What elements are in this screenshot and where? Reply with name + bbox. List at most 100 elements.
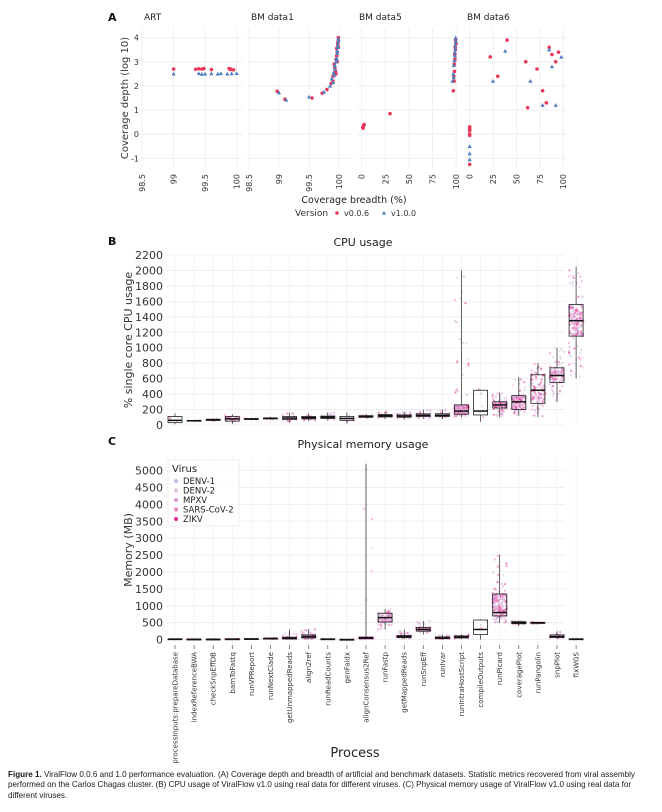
- data-point: [568, 345, 571, 348]
- data-point: [283, 632, 286, 635]
- legend-label-ZIKV: ZIKV: [183, 515, 203, 525]
- data-point-v0.0.6: [553, 59, 558, 64]
- category-label: genFaidx: [343, 652, 351, 683]
- data-point-v1.0.0: [218, 71, 224, 76]
- data-point: [548, 352, 551, 355]
- data-point: [531, 384, 534, 387]
- data-point: [558, 390, 562, 393]
- data-point-v1.0.0: [559, 54, 564, 59]
- data-point-v0.0.6: [535, 67, 539, 71]
- data-point: [493, 608, 496, 611]
- facet-xtick-label: 50: [512, 174, 521, 184]
- data-point: [579, 352, 582, 355]
- data-point: [439, 409, 442, 412]
- data-point: [464, 302, 467, 305]
- category-label: runIntraHostScript: [458, 652, 466, 717]
- data-point: [497, 605, 500, 608]
- category-label: getMappedReads: [401, 652, 409, 713]
- data-point: [532, 395, 535, 399]
- facet-xtick-label: 0: [358, 174, 367, 179]
- box-runFastp: [377, 609, 393, 630]
- data-point: [499, 613, 503, 616]
- data-point: [177, 416, 180, 419]
- data-point: [505, 396, 508, 399]
- data-point: [465, 406, 469, 409]
- data-point: [286, 412, 289, 415]
- data-point: [534, 411, 537, 414]
- data-point-v1.0.0: [215, 71, 220, 76]
- box-runNextClade: [263, 637, 278, 640]
- data-point: [560, 368, 563, 371]
- data-point: [499, 607, 502, 610]
- data-point-v1.0.0: [490, 79, 496, 83]
- data-point: [492, 413, 496, 416]
- data-point: [504, 599, 507, 602]
- data-point: [550, 369, 553, 372]
- data-point-v0.0.6: [227, 66, 231, 71]
- panel-c-xlabel: Process: [330, 746, 380, 761]
- facet-xtick-label: 99.5: [201, 174, 210, 192]
- box-compileOutputs: [473, 389, 489, 422]
- data-point: [576, 329, 579, 332]
- data-point: [579, 311, 582, 314]
- data-point: [539, 368, 542, 371]
- data-point: [418, 624, 422, 628]
- data-point: [500, 618, 503, 621]
- data-point-v0.0.6: [388, 111, 392, 116]
- data-point: [573, 347, 576, 350]
- box-fixWGS: [568, 266, 584, 379]
- facet-xtick-label: 99: [170, 174, 179, 184]
- facet-title: BM data1: [251, 13, 294, 23]
- data-point: [496, 554, 499, 558]
- data-point: [505, 562, 508, 565]
- data-point: [580, 305, 584, 308]
- data-point: [576, 316, 579, 320]
- data-point: [561, 361, 564, 364]
- data-point: [568, 282, 572, 285]
- data-point: [571, 316, 574, 319]
- data-point: [535, 400, 538, 403]
- category-label: coveragePlot: [515, 652, 523, 698]
- data-point-v1.0.0: [335, 45, 340, 49]
- data-point: [575, 333, 578, 337]
- data-point: [467, 362, 470, 365]
- data-point: [512, 405, 516, 408]
- panel-title: Physical memory usage: [298, 438, 429, 451]
- data-point: [554, 360, 557, 363]
- data-point: [519, 396, 522, 400]
- facet-xtick-label: 75: [536, 174, 545, 184]
- box-getUnmappedReads: [282, 629, 298, 640]
- data-point-v1.0.0: [452, 50, 457, 54]
- data-point: [501, 585, 504, 588]
- data-point: [499, 414, 502, 418]
- data-point: [571, 310, 575, 313]
- data-point: [495, 615, 499, 619]
- data-point: [535, 372, 538, 375]
- category-label: processInputs:prepareDatabase: [172, 652, 180, 764]
- data-point: [577, 323, 580, 327]
- data-point: [577, 295, 580, 298]
- box-runVPReport: [243, 418, 259, 420]
- data-point: [308, 628, 311, 631]
- data-point: [491, 394, 494, 397]
- legend-marker-ZIKV: [174, 517, 178, 521]
- data-point: [580, 279, 583, 283]
- box-iqr: [530, 374, 546, 404]
- box-getUnmappedReads: [282, 412, 298, 422]
- data-point-v1.0.0: [336, 36, 341, 41]
- box-iqr: [167, 416, 183, 424]
- data-point: [415, 621, 418, 624]
- data-point-v1.0.0: [540, 103, 545, 107]
- panel-a-ytick-label: 3: [134, 58, 139, 67]
- data-point: [580, 325, 583, 329]
- box-runPangolin: [530, 363, 546, 418]
- data-point-v1.0.0: [333, 66, 338, 71]
- data-point: [496, 415, 499, 418]
- data-point: [513, 397, 516, 400]
- ytick-label: 1200: [135, 326, 163, 339]
- data-point: [533, 408, 536, 412]
- data-point-v0.0.6: [202, 66, 206, 71]
- data-point-v1.0.0: [452, 53, 458, 58]
- data-point: [466, 408, 469, 411]
- data-point: [467, 358, 470, 361]
